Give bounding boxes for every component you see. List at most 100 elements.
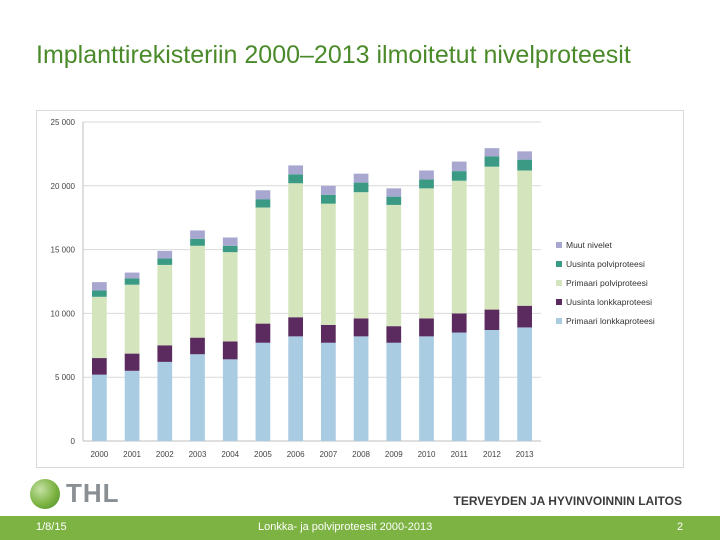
x-tick-label: 2006 bbox=[287, 450, 305, 459]
bar-segment bbox=[451, 180, 467, 314]
x-tick-label: 2009 bbox=[385, 450, 403, 459]
x-tick-label: 2000 bbox=[90, 450, 108, 459]
bar-segment bbox=[419, 318, 434, 337]
bar-segment bbox=[517, 159, 533, 171]
slide-title: Implanttirekisteriin 2000–2013 ilmoitetu… bbox=[36, 41, 631, 69]
y-tick-label: 0 bbox=[71, 437, 76, 446]
bar-segment bbox=[288, 174, 304, 184]
legend-swatch bbox=[556, 242, 562, 248]
thl-globe-icon bbox=[30, 478, 60, 509]
bar-segment bbox=[124, 370, 140, 441]
bar-segment bbox=[124, 284, 140, 354]
bar-segment bbox=[124, 353, 140, 371]
legend-swatch bbox=[556, 261, 562, 267]
x-tick-label: 2001 bbox=[123, 450, 141, 459]
bar-segment bbox=[517, 327, 533, 441]
bar-segment bbox=[222, 245, 238, 253]
bar-segment bbox=[157, 264, 173, 346]
bar-segment bbox=[451, 161, 467, 172]
bar-segment bbox=[288, 183, 304, 318]
bar-segment bbox=[222, 237, 238, 246]
bar-segment bbox=[255, 199, 271, 208]
legend-label: Uusinta polviproteesi bbox=[566, 259, 645, 269]
bar-segment bbox=[320, 185, 336, 195]
bar-segment bbox=[451, 332, 467, 441]
bar-segment bbox=[386, 196, 402, 205]
bar-segment bbox=[517, 305, 533, 328]
stacked-bar-chart: 0 5 000 10 000 15 000 20 000 25 000 2000 2001 20… bbox=[51, 118, 655, 459]
y-tick-label: 20 000 bbox=[51, 182, 76, 191]
footer-date: 1/8/15 bbox=[36, 521, 67, 533]
bar-segment bbox=[91, 296, 107, 359]
footer-bar bbox=[0, 516, 720, 540]
bar-segment bbox=[451, 171, 467, 181]
x-tick-label: 2002 bbox=[156, 450, 174, 459]
bar-segment bbox=[190, 354, 205, 441]
bar-segment bbox=[255, 342, 271, 441]
bar-segment bbox=[320, 203, 336, 325]
legend-swatch bbox=[556, 299, 562, 305]
bar-segment bbox=[255, 207, 271, 324]
bar-segment bbox=[91, 282, 107, 291]
bar-segment bbox=[353, 173, 369, 183]
bar-segment bbox=[157, 361, 173, 441]
bar-segment bbox=[353, 182, 369, 193]
bar-segment bbox=[91, 358, 107, 375]
bar-segment bbox=[255, 190, 271, 200]
bar-segment bbox=[517, 151, 533, 160]
bar-segment bbox=[419, 179, 434, 189]
bar-segment bbox=[190, 337, 205, 355]
thl-logo-text: THL bbox=[66, 478, 120, 508]
bar-segment bbox=[484, 329, 500, 441]
legend-swatch bbox=[556, 318, 562, 324]
bar-segment bbox=[353, 192, 369, 319]
bar-segment bbox=[484, 148, 500, 157]
organization-name: TERVEYDEN JA HYVINVOINNIN LAITOS bbox=[453, 494, 683, 508]
bar-segment bbox=[517, 170, 533, 306]
y-tick-label: 25 000 bbox=[51, 118, 76, 127]
bar-segment bbox=[386, 326, 402, 343]
y-tick-label: 15 000 bbox=[51, 246, 76, 255]
legend-label: Primaari lonkkaproteesi bbox=[566, 316, 655, 326]
bar-segment bbox=[157, 345, 173, 362]
bar-segment bbox=[288, 317, 304, 337]
bar-segment bbox=[157, 258, 173, 265]
bar-segment bbox=[484, 166, 500, 310]
bar-segment bbox=[190, 230, 205, 239]
x-tick-label: 2012 bbox=[483, 450, 501, 459]
bar-segment bbox=[157, 250, 173, 259]
bar-segment bbox=[419, 336, 434, 441]
x-tick-label: 2013 bbox=[516, 450, 534, 459]
bar-segment bbox=[190, 238, 205, 246]
bar-segment bbox=[484, 156, 500, 167]
x-tick-label: 2004 bbox=[221, 450, 239, 459]
bar-segment bbox=[353, 336, 369, 441]
bar-segment bbox=[91, 374, 107, 441]
y-tick-label: 5 000 bbox=[55, 373, 76, 382]
bar-segment bbox=[222, 252, 238, 342]
bar-segment bbox=[320, 342, 336, 441]
thl-logo: THL bbox=[30, 478, 120, 509]
chart-frame: 0 5 000 10 000 15 000 20 000 25 000 2000 2001 20… bbox=[36, 110, 684, 468]
legend-label: Muut nivelet bbox=[566, 240, 612, 250]
bar-segment bbox=[419, 188, 434, 319]
x-tick-label: 2011 bbox=[451, 450, 469, 459]
footer-subtitle: Lonkka- ja polviproteesit 2000-2013 bbox=[258, 521, 433, 533]
bar-segment bbox=[222, 341, 238, 360]
legend-swatch bbox=[556, 280, 562, 286]
bar-segment bbox=[320, 194, 336, 204]
x-tick-label: 2005 bbox=[254, 450, 272, 459]
y-tick-label: 10 000 bbox=[51, 309, 76, 318]
bar-segment bbox=[386, 188, 402, 197]
bar-segment bbox=[484, 309, 500, 330]
bar-segment bbox=[320, 324, 336, 343]
bar-segment bbox=[255, 323, 271, 343]
bar-segment bbox=[91, 290, 107, 297]
bar-segment bbox=[353, 318, 369, 337]
bar-segment bbox=[288, 336, 304, 441]
legend-label: Primaari polviproteesi bbox=[566, 278, 648, 288]
footer-page-number: 2 bbox=[677, 521, 684, 533]
bar-segment bbox=[124, 278, 140, 285]
legend-label: Uusinta lonkkaproteesi bbox=[566, 297, 652, 307]
bar-segment bbox=[190, 245, 205, 338]
